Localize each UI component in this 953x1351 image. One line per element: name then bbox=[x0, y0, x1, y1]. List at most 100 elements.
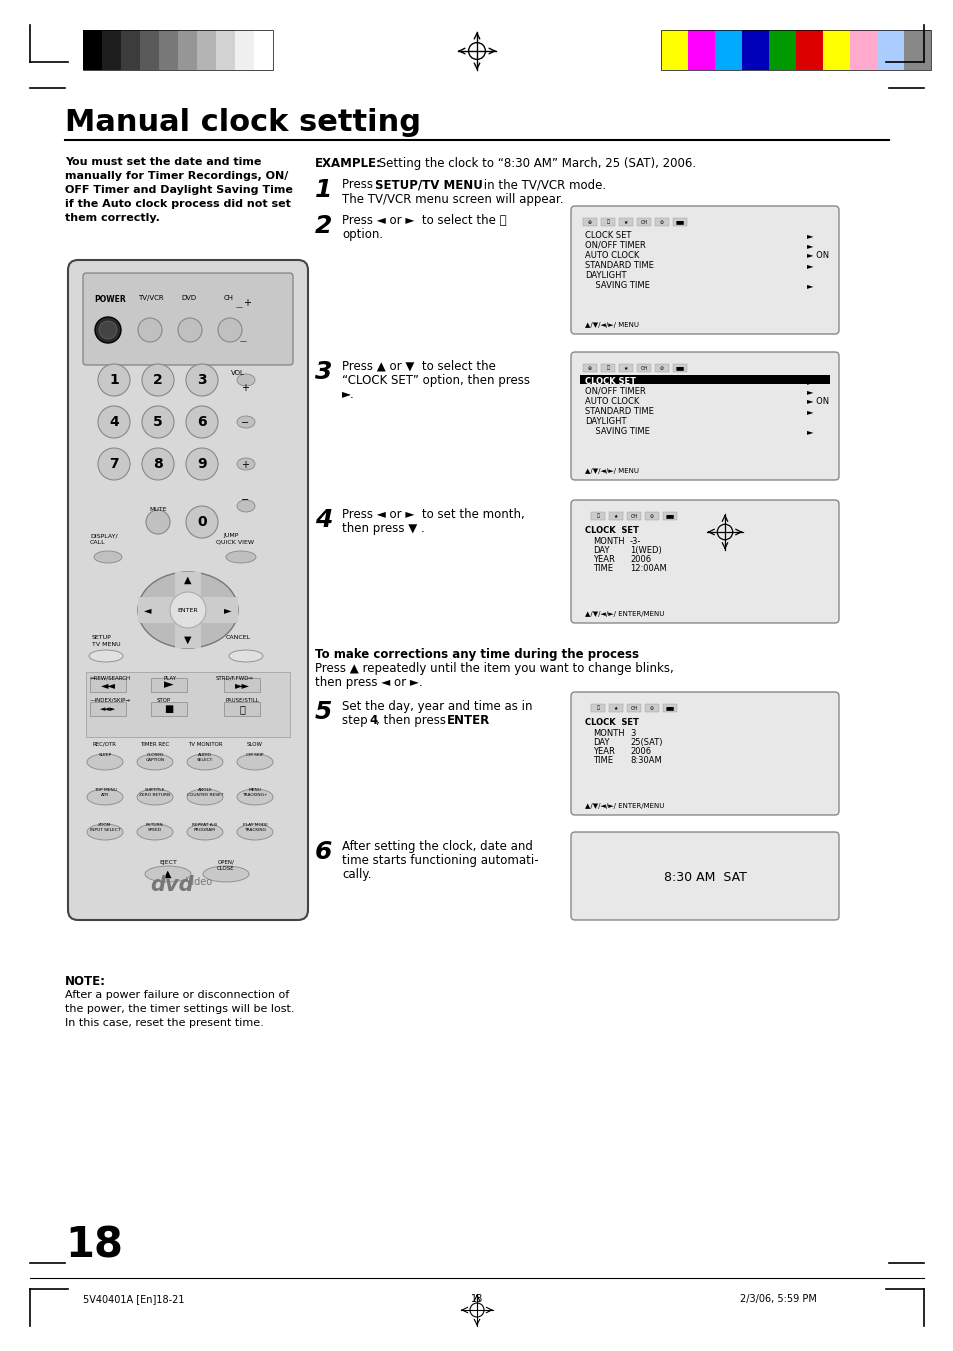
Text: Set the day, year and time as in: Set the day, year and time as in bbox=[341, 700, 532, 713]
Text: CLOCK  SET: CLOCK SET bbox=[584, 526, 639, 535]
Circle shape bbox=[186, 507, 218, 538]
Text: STOP: STOP bbox=[156, 698, 171, 703]
Bar bbox=[714, 30, 741, 70]
Text: ►: ► bbox=[806, 386, 813, 396]
Text: DAY: DAY bbox=[593, 546, 609, 555]
Text: time starts functioning automati-: time starts functioning automati- bbox=[341, 854, 538, 867]
Ellipse shape bbox=[87, 754, 123, 770]
Text: ON/OFF TIMER: ON/OFF TIMER bbox=[584, 240, 645, 250]
Bar bbox=[579, 376, 829, 384]
Text: 0: 0 bbox=[197, 515, 207, 530]
Text: in the TV/VCR mode.: in the TV/VCR mode. bbox=[479, 178, 605, 190]
FancyBboxPatch shape bbox=[571, 205, 838, 334]
Text: TV MENU: TV MENU bbox=[91, 642, 120, 647]
Text: DAYLIGHT: DAYLIGHT bbox=[584, 272, 626, 280]
Bar bbox=[849, 30, 876, 70]
Text: CH: CH bbox=[630, 705, 637, 711]
Text: 6: 6 bbox=[314, 840, 332, 865]
Text: ►: ► bbox=[806, 240, 813, 250]
Text: In this case, reset the present time.: In this case, reset the present time. bbox=[65, 1019, 263, 1028]
Text: PAUSE/STILL: PAUSE/STILL bbox=[226, 698, 259, 703]
Ellipse shape bbox=[226, 551, 255, 563]
Text: ■■: ■■ bbox=[664, 513, 674, 519]
Text: After setting the clock, date and: After setting the clock, date and bbox=[341, 840, 533, 852]
Text: ■■: ■■ bbox=[664, 705, 674, 711]
Text: .: . bbox=[479, 713, 483, 727]
Text: DAY: DAY bbox=[593, 738, 609, 747]
Text: ⊘: ⊘ bbox=[659, 366, 663, 370]
Text: 6: 6 bbox=[197, 415, 207, 430]
Text: 1(WED): 1(WED) bbox=[629, 546, 661, 555]
Text: 3: 3 bbox=[314, 359, 332, 384]
Text: ZOOM
INPUT SELECT: ZOOM INPUT SELECT bbox=[90, 823, 120, 832]
Circle shape bbox=[186, 363, 218, 396]
Bar bbox=[140, 30, 159, 70]
Text: Setting the clock to “8:30 AM” March, 25 (SAT), 2006.: Setting the clock to “8:30 AM” March, 25… bbox=[375, 157, 696, 170]
Text: MUTE: MUTE bbox=[149, 507, 167, 512]
Circle shape bbox=[98, 407, 130, 438]
Bar bbox=[215, 30, 234, 70]
Text: ►: ► bbox=[806, 261, 813, 270]
Bar bbox=[83, 30, 102, 70]
Text: RETURN
SPEED: RETURN SPEED bbox=[146, 823, 164, 832]
Text: ⊘: ⊘ bbox=[659, 219, 663, 224]
Circle shape bbox=[146, 509, 170, 534]
Text: manually for Timer Recordings, ON/: manually for Timer Recordings, ON/ bbox=[65, 172, 288, 181]
Text: AUTO CLOCK: AUTO CLOCK bbox=[584, 397, 639, 407]
Text: then press ▼ .: then press ▼ . bbox=[341, 521, 424, 535]
FancyBboxPatch shape bbox=[68, 259, 308, 920]
Text: TIME: TIME bbox=[593, 563, 613, 573]
Text: ◄◄: ◄◄ bbox=[100, 680, 115, 690]
Text: −: − bbox=[241, 494, 249, 505]
Bar bbox=[687, 30, 714, 70]
Text: Press: Press bbox=[341, 178, 376, 190]
Text: QUICK VIEW: QUICK VIEW bbox=[215, 540, 253, 544]
Ellipse shape bbox=[236, 789, 273, 805]
Bar bbox=[121, 30, 140, 70]
Bar bbox=[159, 30, 178, 70]
Text: CH: CH bbox=[224, 295, 233, 301]
Ellipse shape bbox=[187, 824, 223, 840]
Text: ⏰: ⏰ bbox=[606, 219, 609, 224]
Text: MENU
TRACKING+: MENU TRACKING+ bbox=[242, 788, 268, 797]
Text: +: + bbox=[241, 459, 249, 470]
FancyBboxPatch shape bbox=[83, 273, 293, 365]
Text: ►: ► bbox=[806, 231, 813, 240]
Text: AUDIO
SELECT: AUDIO SELECT bbox=[196, 753, 213, 762]
Text: REPEAT A-B
PROGRAM: REPEAT A-B PROGRAM bbox=[193, 823, 217, 832]
Text: Press ◄ or ►  to set the month,: Press ◄ or ► to set the month, bbox=[341, 508, 524, 521]
Text: ►: ► bbox=[806, 281, 813, 290]
Text: ■: ■ bbox=[164, 704, 173, 713]
Text: 2006: 2006 bbox=[629, 555, 651, 563]
FancyBboxPatch shape bbox=[571, 692, 838, 815]
Text: ◄: ◄ bbox=[144, 605, 152, 615]
Text: 25(SAT): 25(SAT) bbox=[629, 738, 661, 747]
Text: ▲: ▲ bbox=[184, 576, 192, 585]
Text: 3: 3 bbox=[197, 373, 207, 386]
Circle shape bbox=[186, 407, 218, 438]
Text: “CLOCK SET” option, then press: “CLOCK SET” option, then press bbox=[341, 374, 530, 386]
Text: EXAMPLE:: EXAMPLE: bbox=[314, 157, 381, 170]
Text: 7: 7 bbox=[109, 457, 119, 471]
Text: ANGLE
COUNTER RESET: ANGLE COUNTER RESET bbox=[187, 788, 223, 797]
Text: SAVING TIME: SAVING TIME bbox=[584, 427, 649, 436]
Text: AUTO CLOCK: AUTO CLOCK bbox=[584, 251, 639, 259]
Text: Press ▲ repeatedly until the item you want to change blinks,: Press ▲ repeatedly until the item you wa… bbox=[314, 662, 673, 676]
Ellipse shape bbox=[236, 416, 254, 428]
Text: ►►: ►► bbox=[234, 680, 250, 690]
Text: NOTE:: NOTE: bbox=[65, 975, 106, 988]
Text: 8:30 AM  SAT: 8:30 AM SAT bbox=[663, 871, 745, 884]
Text: YEAR: YEAR bbox=[593, 555, 615, 563]
Text: , then press: , then press bbox=[375, 713, 449, 727]
Text: ⊘: ⊘ bbox=[649, 513, 654, 519]
Bar bbox=[637, 218, 650, 226]
Bar bbox=[138, 597, 237, 623]
Text: ▼: ▼ bbox=[184, 635, 192, 644]
Text: MONTH: MONTH bbox=[593, 730, 624, 738]
Circle shape bbox=[186, 449, 218, 480]
Bar bbox=[600, 218, 615, 226]
Text: ⏰: ⏰ bbox=[606, 366, 609, 370]
Bar bbox=[590, 512, 604, 520]
Bar bbox=[626, 704, 640, 712]
Text: SLEEP: SLEEP bbox=[98, 753, 112, 757]
